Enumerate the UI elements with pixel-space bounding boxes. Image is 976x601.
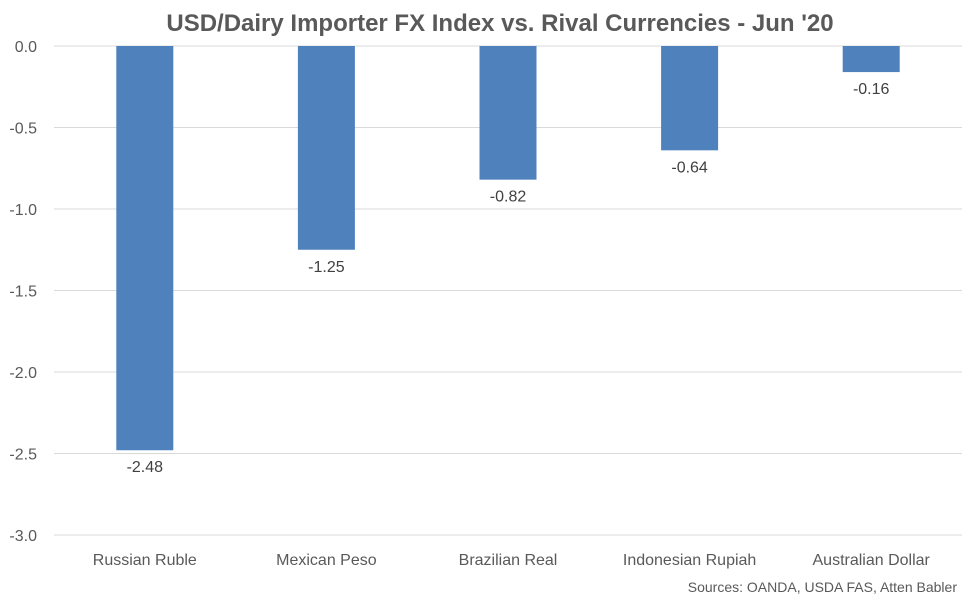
data-label: -1.25 bbox=[308, 259, 345, 276]
x-category-label: Australian Dollar bbox=[813, 552, 931, 569]
data-label: -2.48 bbox=[127, 459, 164, 476]
data-label: -0.16 bbox=[853, 81, 890, 98]
x-category-label: Brazilian Real bbox=[459, 552, 558, 569]
data-labels: -2.48 -1.25 -0.82 -0.64 -0.16 bbox=[127, 81, 890, 476]
chart-title: USD/Dairy Importer FX Index vs. Rival Cu… bbox=[166, 10, 833, 37]
y-tick-label: -2.5 bbox=[9, 447, 37, 464]
y-axis-ticks: 0.0 -0.5 -1.0 -1.5 -2.0 -2.5 -3.0 bbox=[9, 39, 37, 545]
x-category-label: Indonesian Rupiah bbox=[623, 552, 756, 569]
bar-brazilian-real bbox=[479, 46, 537, 180]
bars bbox=[116, 46, 900, 451]
bar-indonesian-rupiah bbox=[661, 46, 719, 151]
y-tick-label: -3.0 bbox=[9, 528, 37, 545]
y-tick-label: -2.0 bbox=[9, 365, 37, 382]
bar-russian-ruble bbox=[116, 46, 174, 451]
y-tick-label: 0.0 bbox=[15, 39, 37, 56]
x-category-label: Mexican Peso bbox=[276, 552, 377, 569]
source-note: Sources: OANDA, USDA FAS, Atten Babler bbox=[688, 579, 958, 595]
data-label: -0.64 bbox=[671, 159, 708, 176]
data-label: -0.82 bbox=[490, 189, 527, 206]
y-tick-label: -0.5 bbox=[9, 121, 37, 138]
bar-australian-dollar bbox=[842, 46, 900, 73]
x-category-label: Russian Ruble bbox=[93, 552, 197, 569]
bar-mexican-peso bbox=[297, 46, 355, 250]
x-axis-categories: Russian Ruble Mexican Peso Brazilian Real I… bbox=[93, 552, 931, 569]
y-tick-label: -1.5 bbox=[9, 284, 37, 301]
gridlines bbox=[54, 45, 962, 536]
y-tick-label: -1.0 bbox=[9, 202, 37, 219]
